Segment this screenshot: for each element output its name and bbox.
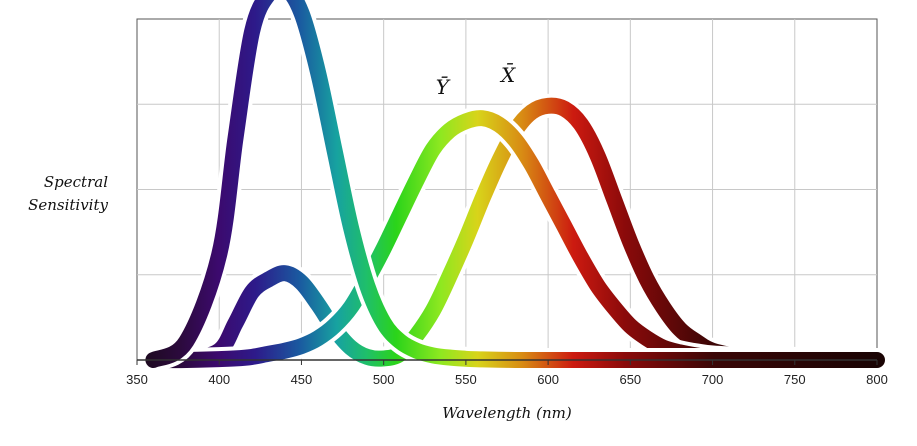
- x-tick-label: 800: [866, 372, 888, 387]
- y-axis-title-line-2: Sensitivity: [28, 196, 108, 214]
- series-label: Ȳ: [436, 75, 451, 99]
- curve-labels: X̄ȲZ̄: [436, 62, 516, 99]
- x-tick-label: 450: [291, 372, 313, 387]
- x-tick-label: 750: [784, 372, 806, 387]
- x-tick-label: 550: [455, 372, 477, 387]
- x-tick-label: 600: [537, 372, 559, 387]
- y-axis-title-line-1: Spectral: [44, 173, 108, 191]
- x-tick-labels: 350 400 450 500 550 600 650 700 750 800: [126, 360, 888, 387]
- x-tick-label: 500: [373, 372, 395, 387]
- x-tick-label: 350: [126, 372, 148, 387]
- x-tick-label: 400: [208, 372, 230, 387]
- x-tick-label: 700: [702, 372, 724, 387]
- x-axis-title: Wavelength (nm): [442, 404, 572, 422]
- series-label: X̄: [499, 62, 516, 87]
- series-curve-0: [145, 97, 885, 369]
- x-tick-label: 650: [619, 372, 641, 387]
- grid-lines: [137, 19, 877, 360]
